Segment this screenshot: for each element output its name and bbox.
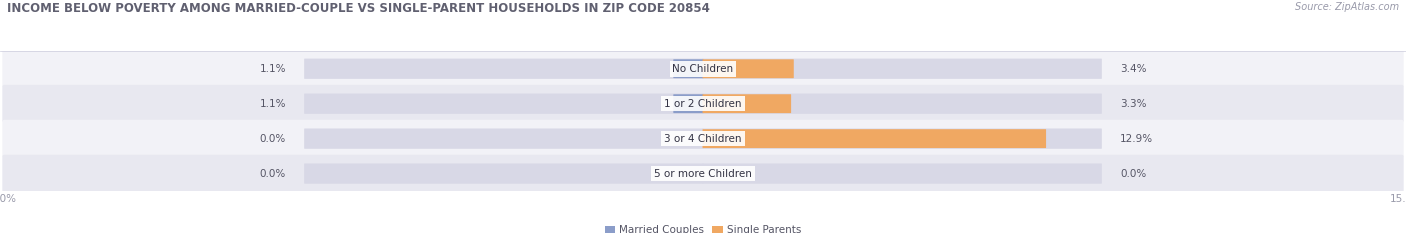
Text: 0.0%: 0.0%: [260, 134, 285, 144]
Text: 1.1%: 1.1%: [259, 64, 285, 74]
Text: 3.3%: 3.3%: [1121, 99, 1147, 109]
FancyBboxPatch shape: [3, 120, 1403, 158]
FancyBboxPatch shape: [703, 129, 1102, 149]
FancyBboxPatch shape: [304, 164, 703, 184]
Text: 3.4%: 3.4%: [1121, 64, 1147, 74]
Text: 0.0%: 0.0%: [1121, 169, 1146, 178]
FancyBboxPatch shape: [673, 94, 703, 113]
Text: No Children: No Children: [672, 64, 734, 74]
FancyBboxPatch shape: [673, 59, 703, 78]
FancyBboxPatch shape: [703, 58, 1102, 79]
FancyBboxPatch shape: [703, 59, 794, 78]
FancyBboxPatch shape: [703, 94, 792, 113]
Text: 5 or more Children: 5 or more Children: [654, 169, 752, 178]
FancyBboxPatch shape: [304, 93, 703, 114]
FancyBboxPatch shape: [3, 155, 1403, 192]
FancyBboxPatch shape: [3, 85, 1403, 123]
FancyBboxPatch shape: [703, 93, 1102, 114]
Text: Source: ZipAtlas.com: Source: ZipAtlas.com: [1295, 2, 1399, 12]
FancyBboxPatch shape: [3, 50, 1403, 88]
FancyBboxPatch shape: [304, 58, 703, 79]
FancyBboxPatch shape: [703, 164, 1102, 184]
Text: INCOME BELOW POVERTY AMONG MARRIED-COUPLE VS SINGLE-PARENT HOUSEHOLDS IN ZIP COD: INCOME BELOW POVERTY AMONG MARRIED-COUPL…: [7, 2, 710, 15]
Text: 1 or 2 Children: 1 or 2 Children: [664, 99, 742, 109]
Text: 0.0%: 0.0%: [260, 169, 285, 178]
Text: 3 or 4 Children: 3 or 4 Children: [664, 134, 742, 144]
Text: 12.9%: 12.9%: [1121, 134, 1153, 144]
Text: 1.1%: 1.1%: [259, 99, 285, 109]
Legend: Married Couples, Single Parents: Married Couples, Single Parents: [600, 221, 806, 233]
FancyBboxPatch shape: [703, 129, 1046, 148]
FancyBboxPatch shape: [304, 129, 703, 149]
